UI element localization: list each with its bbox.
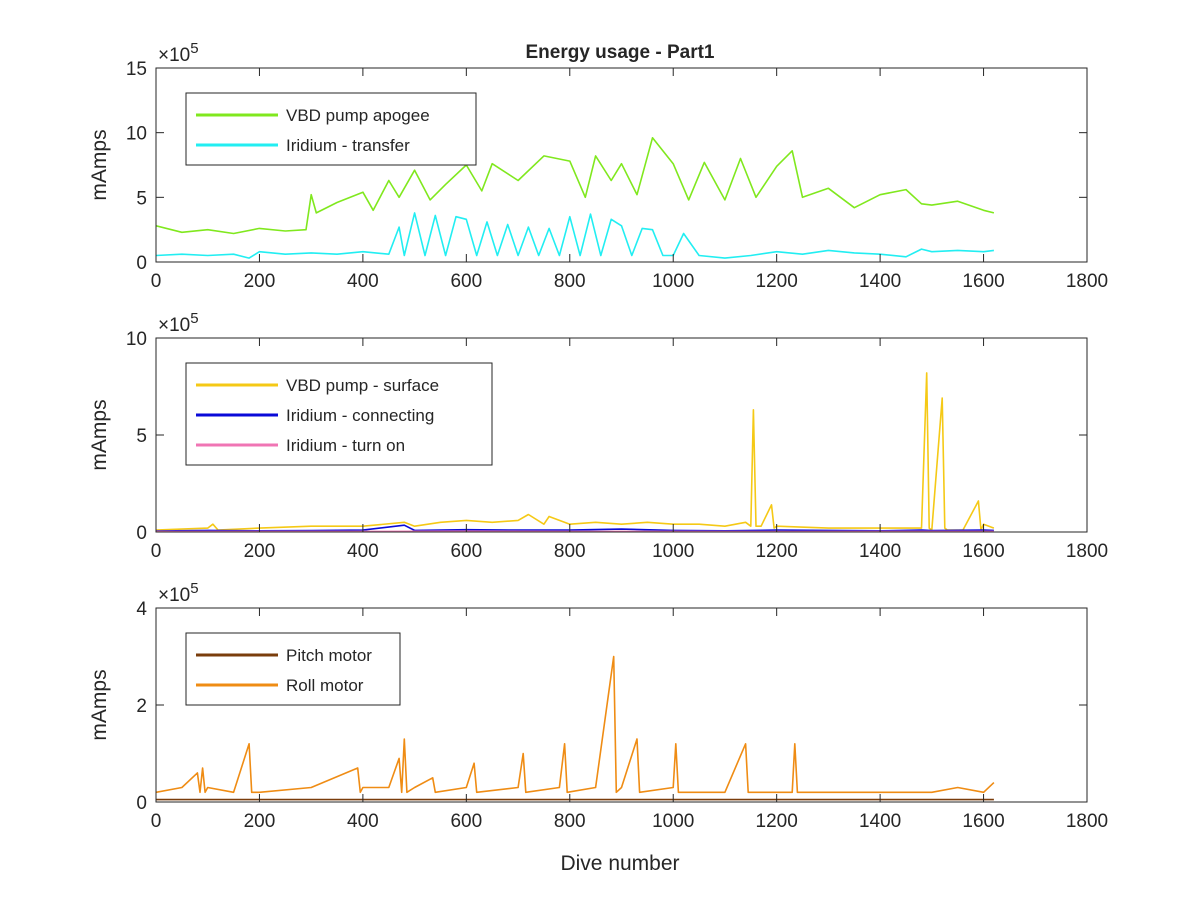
subplot-3: 0 200 400 600 800 1000 1200 1400 1600 1800024×105…: [88, 580, 1108, 832]
y-axis-label: mAmps: [88, 669, 111, 740]
legend-label: VBD pump - surface: [286, 376, 439, 395]
y-tick-label: 4: [136, 599, 147, 620]
y-tick-label: 10: [126, 124, 147, 145]
x-tick-label: 0: [151, 271, 162, 292]
y-tick-label: 0: [136, 793, 147, 814]
x-tick-label: 1200: [756, 541, 798, 562]
y-tick-label: 15: [126, 59, 147, 80]
x-axis-label: Dive number: [560, 852, 679, 875]
x-tick-label: 1800: [1066, 541, 1108, 562]
x-tick-label: 600: [450, 811, 482, 832]
x-tick-label: 800: [554, 541, 586, 562]
x-tick-label: 400: [347, 541, 379, 562]
x-tick-label: 400: [347, 271, 379, 292]
x-tick-label: 1200: [756, 811, 798, 832]
x-tick-label: 1000: [652, 271, 694, 292]
legend-label: Iridium - transfer: [286, 136, 410, 155]
x-tick-label: 1800: [1066, 811, 1108, 832]
legend-label: Iridium - connecting: [286, 406, 434, 425]
subplot-2: 0 200 400 600 800 1000 1200 1400 1600 18000510×10…: [88, 310, 1108, 562]
x-tick-label: 1600: [962, 811, 1004, 832]
x-tick-label: 0: [151, 541, 162, 562]
x-tick-label: 1600: [962, 541, 1004, 562]
x-tick-label: 1000: [652, 811, 694, 832]
y-tick-label: 5: [136, 188, 147, 209]
legend-label: Roll motor: [286, 676, 364, 695]
subplot-group: 0 200 400 600 800 1000 1200 1400 1600 1800051015×…: [88, 40, 1108, 832]
y-tick-label: 2: [136, 696, 147, 717]
y-tick-label: 0: [136, 253, 147, 274]
x-tick-label: 1400: [859, 811, 901, 832]
x-tick-label: 600: [450, 541, 482, 562]
legend-label: VBD pump apogee: [286, 106, 430, 125]
y-tick-label: 10: [126, 329, 147, 350]
legend-label: Iridium - turn on: [286, 436, 405, 455]
series-line-3-2: [156, 655, 995, 794]
series-line-2-2: [156, 524, 994, 532]
figure-title: Energy usage - Part1: [525, 42, 714, 63]
x-tick-label: 1400: [859, 271, 901, 292]
x-tick-label: 1800: [1066, 271, 1108, 292]
x-tick-label: 400: [347, 811, 379, 832]
legend-box: [185, 632, 401, 706]
legend: VBD pump apogee Iridium - transfer: [185, 92, 477, 166]
x-tick-label: 200: [244, 541, 276, 562]
x-tick-label: 1000: [652, 541, 694, 562]
legend: Pitch motor Roll motor: [185, 632, 401, 706]
x-tick-label: 600: [450, 271, 482, 292]
legend: VBD pump - surface Iridium - connecting Ir…: [185, 362, 493, 466]
legend-label: Pitch motor: [286, 646, 372, 665]
x-tick-label: 1400: [859, 541, 901, 562]
y-axis-label: mAmps: [88, 129, 111, 200]
x-tick-label: 200: [244, 271, 276, 292]
x-tick-label: 800: [554, 271, 586, 292]
y-axis-label: mAmps: [88, 399, 111, 470]
x-tick-label: 1200: [756, 271, 798, 292]
subplot-1: 0 200 400 600 800 1000 1200 1400 1600 1800051015×…: [88, 40, 1108, 292]
legend-box: [185, 92, 477, 166]
series-line-1-2: [156, 212, 995, 259]
series-line-2-1: [156, 372, 995, 531]
x-tick-label: 0: [151, 811, 162, 832]
axes-box: [155, 67, 1088, 263]
y-tick-label: 0: [136, 523, 147, 544]
x-tick-label: 800: [554, 811, 586, 832]
y-tick-label: 5: [136, 426, 147, 447]
x-tick-label: 200: [244, 811, 276, 832]
x-tick-label: 1600: [962, 271, 1004, 292]
series-line-1-1: [156, 137, 995, 235]
